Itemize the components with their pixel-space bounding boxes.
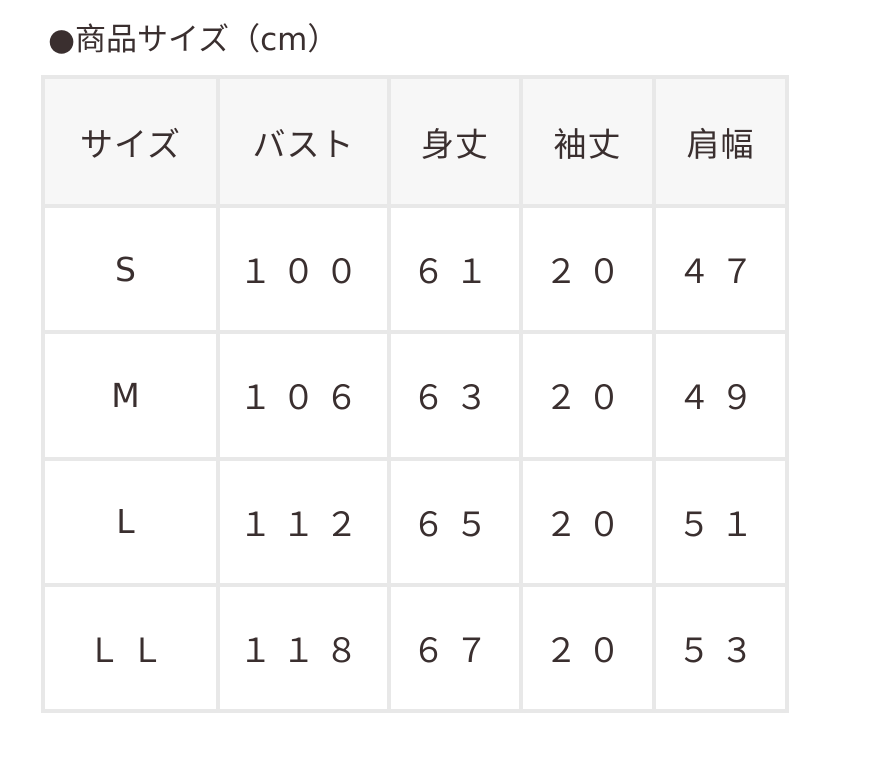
header-bust: バスト (216, 75, 391, 208)
cell-bust: １０６ (216, 330, 391, 461)
cell-size: L (41, 456, 220, 587)
cell-bust: １１２ (216, 456, 391, 587)
table-row: S １００ ６１ ２０ ４７ (41, 203, 789, 335)
cell-size: ＬＬ (41, 582, 220, 714)
header-length: 身丈 (387, 75, 523, 208)
table-row: ＬＬ １１８ ６７ ２０ ５３ (41, 582, 789, 714)
cell-shoulder: ４７ (652, 203, 789, 335)
cell-sleeve: ２０ (519, 203, 656, 335)
cell-size: S (41, 203, 220, 335)
cell-length: ６５ (387, 456, 523, 587)
cell-length: ６７ (387, 582, 523, 714)
cell-length: ６１ (387, 203, 523, 335)
cell-bust: １００ (216, 203, 391, 335)
header-shoulder: 肩幅 (652, 75, 789, 208)
header-size: サイズ (41, 75, 220, 208)
cell-bust: １１８ (216, 582, 391, 714)
section-title: ●商品サイズ（cm） (48, 22, 339, 58)
size-table: サイズ バスト 身丈 袖丈 肩幅 S １００ ６１ ２０ ４７ M １０６ ６３… (41, 75, 789, 714)
cell-length: ６３ (387, 330, 523, 461)
table-row: L １１２ ６５ ２０ ５１ (41, 456, 789, 587)
table-header-row: サイズ バスト 身丈 袖丈 肩幅 (41, 75, 789, 208)
cell-shoulder: ４９ (652, 330, 789, 461)
cell-shoulder: ５３ (652, 582, 789, 714)
cell-size: M (41, 330, 220, 461)
cell-sleeve: ２０ (519, 456, 656, 587)
table-row: M １０６ ６３ ２０ ４９ (41, 330, 789, 461)
cell-shoulder: ５１ (652, 456, 789, 587)
header-sleeve: 袖丈 (519, 75, 656, 208)
cell-sleeve: ２０ (519, 330, 656, 461)
cell-sleeve: ２０ (519, 582, 656, 714)
